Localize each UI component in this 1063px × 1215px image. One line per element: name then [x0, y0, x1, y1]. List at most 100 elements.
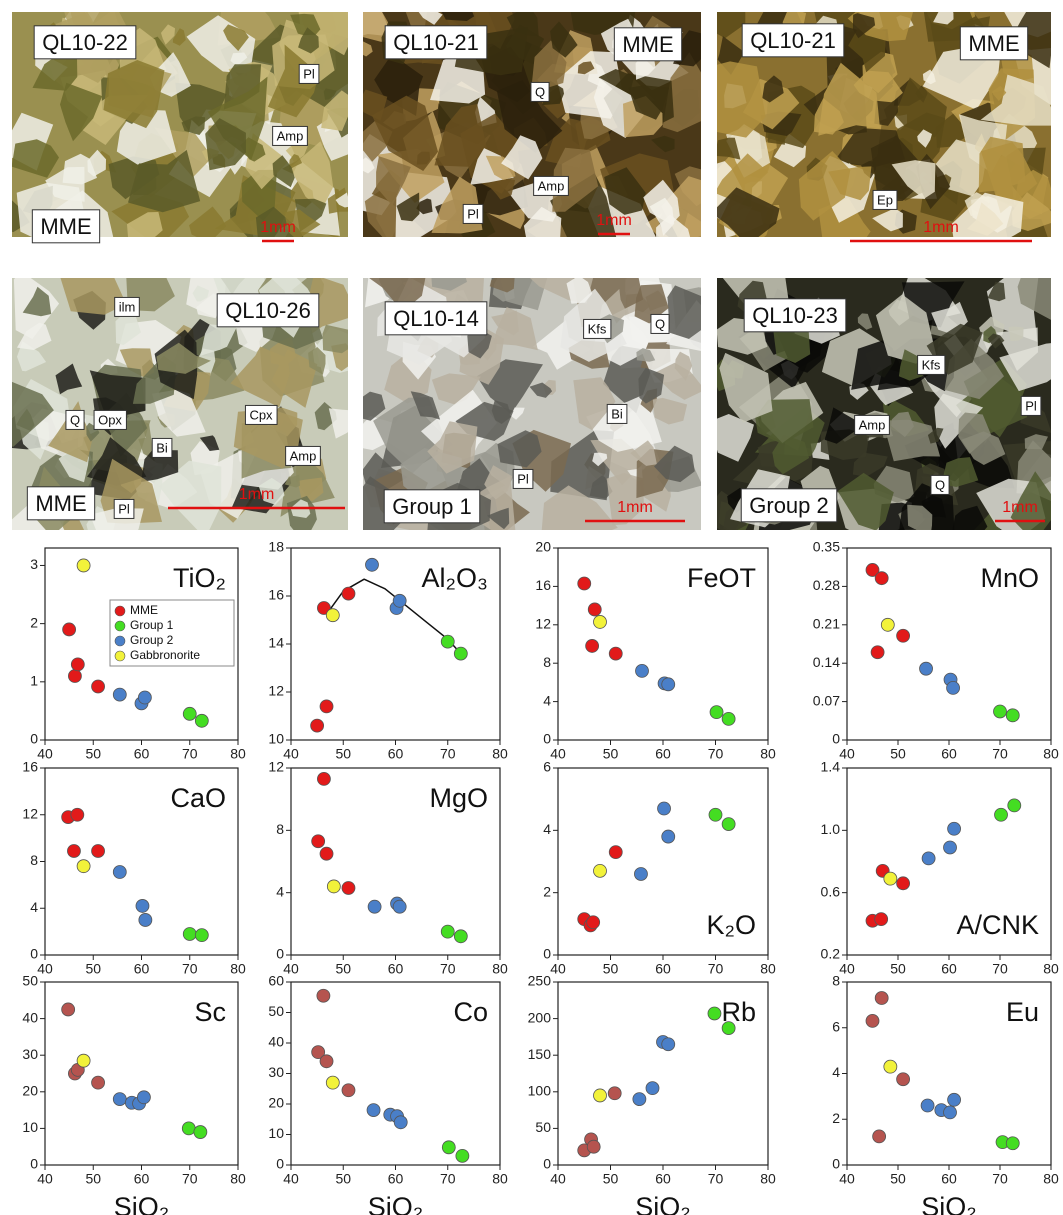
- grain: [230, 346, 290, 408]
- label-box: [285, 445, 321, 466]
- y-tick-label: 0: [543, 946, 551, 962]
- grain: [1024, 434, 1048, 450]
- grain: [798, 151, 851, 221]
- point: [455, 1148, 470, 1163]
- chart-title: MnO: [980, 563, 1039, 593]
- point: [880, 617, 895, 632]
- point: [367, 899, 382, 914]
- mineral-label: Q: [535, 84, 545, 99]
- x-tick-label: 70: [182, 746, 198, 762]
- mineral-label: Kfs: [922, 357, 941, 372]
- x-tick-label: 40: [839, 746, 855, 762]
- grain: [651, 135, 675, 153]
- grain: [181, 116, 206, 135]
- x-tick-label: 70: [992, 961, 1008, 977]
- y-tick-label: 1.0: [821, 821, 841, 837]
- grain: [55, 363, 83, 395]
- grain: [376, 156, 411, 206]
- grain: [427, 421, 478, 474]
- x-tick-label: 50: [85, 746, 101, 762]
- grain: [431, 373, 481, 405]
- x-axis-label: SiO₂: [114, 1192, 170, 1215]
- point: [1005, 708, 1020, 723]
- photomicrograph: QL10-14 Kfs Q Bi Pl Group 1 1mm: [363, 278, 701, 530]
- photomicrograph: QL10-23 Kfs Pl Amp Q Group 2 1mm: [717, 278, 1051, 530]
- x-tick-label: 70: [992, 746, 1008, 762]
- mineral-label: Bi: [611, 406, 623, 421]
- y-tick-label: 0.6: [821, 883, 841, 899]
- point: [721, 1021, 736, 1036]
- x-tick-label: 80: [230, 1171, 246, 1187]
- x-tick-label: 70: [440, 961, 456, 977]
- point: [91, 679, 105, 694]
- grain: [509, 407, 525, 420]
- x-tick-label: 60: [941, 961, 957, 977]
- grain: [951, 192, 1024, 237]
- grain: [628, 85, 669, 120]
- y-tick-label: 0: [30, 731, 38, 747]
- point: [585, 639, 600, 653]
- grain: [922, 47, 1001, 110]
- grain: [115, 313, 141, 345]
- legend-box: [109, 599, 235, 667]
- y-tick-label: 8: [30, 852, 38, 868]
- grain: [272, 155, 295, 188]
- grain: [32, 52, 78, 91]
- y-tick-label: 0: [832, 731, 840, 747]
- grain: [284, 209, 321, 237]
- grain: [205, 118, 246, 171]
- point: [920, 1098, 935, 1113]
- label-box: [384, 301, 488, 336]
- grain: [917, 129, 932, 148]
- sample-label: MME: [968, 31, 1019, 56]
- point: [91, 1075, 105, 1090]
- mineral-label: Bi: [156, 440, 168, 455]
- x-tick-label: 50: [603, 1171, 619, 1187]
- grain: [141, 450, 179, 482]
- grain: [813, 98, 844, 135]
- grain: [566, 278, 593, 304]
- grain: [363, 157, 375, 174]
- point: [870, 645, 885, 660]
- point: [593, 615, 607, 629]
- point: [310, 718, 325, 733]
- scale-label: 1mm: [923, 219, 959, 236]
- y-tick-label: 50: [22, 973, 38, 989]
- y-tick-label: 0: [543, 731, 551, 747]
- point: [311, 834, 326, 849]
- point: [341, 881, 356, 895]
- grain: [60, 278, 127, 315]
- grain: [898, 349, 923, 381]
- y-tick-label: 60: [268, 973, 284, 989]
- x-tick-label: 80: [760, 1171, 776, 1187]
- x-tick-label: 80: [760, 746, 776, 762]
- grain: [523, 206, 562, 237]
- point: [326, 879, 341, 894]
- point: [865, 563, 880, 577]
- chart-title: Al₂O₃: [422, 563, 489, 593]
- grain: [441, 12, 475, 21]
- point: [657, 801, 671, 816]
- point: [896, 1072, 910, 1087]
- label-box: [244, 404, 278, 425]
- scale-label: 1mm: [239, 486, 275, 503]
- point: [593, 863, 607, 878]
- x-tick-label: 50: [603, 961, 619, 977]
- point: [453, 929, 468, 944]
- point: [68, 669, 82, 683]
- x-tick-label: 80: [760, 961, 776, 977]
- y-tick-label: 4: [543, 821, 551, 837]
- label-box: [216, 293, 320, 328]
- grain: [531, 40, 567, 89]
- grain: [335, 192, 348, 208]
- grain: [550, 21, 578, 58]
- point: [608, 845, 623, 860]
- y-tick-label: 10: [22, 1119, 38, 1135]
- x-tick-label: 80: [492, 961, 508, 977]
- legend-marker: [114, 635, 126, 647]
- chart: 40 50 60 70 80 0 10 20 30 40 50 60 Co SiO₂: [268, 973, 508, 1215]
- grain: [297, 477, 324, 502]
- grain: [60, 82, 103, 142]
- mineral-label: Kfs: [588, 321, 607, 336]
